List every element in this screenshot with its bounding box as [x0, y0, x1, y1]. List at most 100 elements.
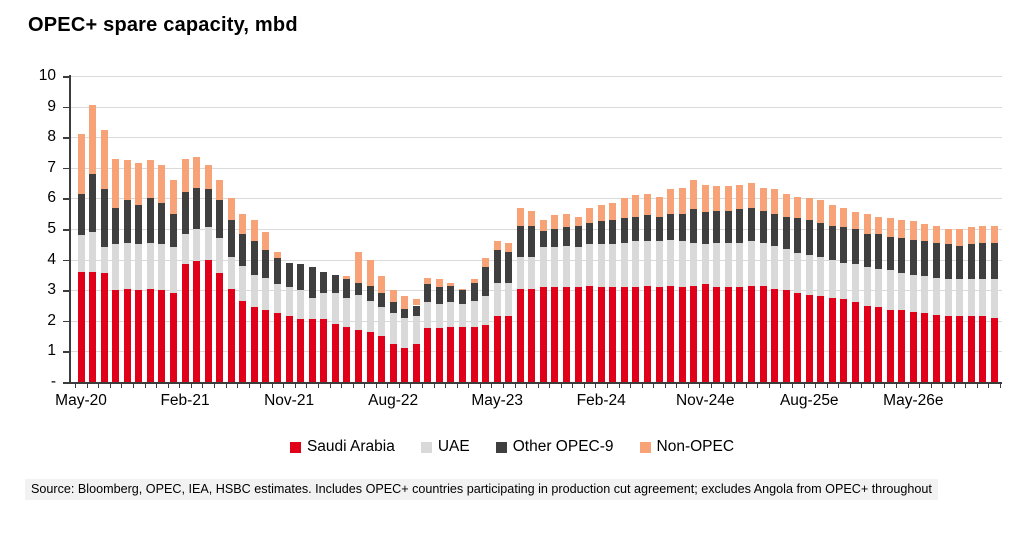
source-note: Source: Bloomberg, OPEC, IEA, HSBC estim…: [25, 479, 938, 500]
x-axis-tick: [375, 383, 377, 388]
legend-item-other-opec-9: Other OPEC-9: [495, 438, 614, 456]
x-axis-tick: [919, 383, 921, 388]
bar-segment-saudi-arabia: [944, 316, 952, 382]
bar-segment-uae: [308, 297, 316, 320]
bar-segment-non-opec: [609, 202, 617, 220]
x-axis-tick: [341, 383, 343, 388]
x-axis-tick: [780, 383, 782, 388]
bar-segment-non-opec: [690, 180, 698, 210]
bar-segment-non-opec: [89, 105, 97, 174]
bar-segment-other-opec-9: [620, 218, 628, 243]
y-axis-label: 2: [47, 311, 56, 329]
bar-segment-uae: [100, 247, 108, 274]
bar-segment-other-opec-9: [181, 192, 189, 234]
bar-segment-saudi-arabia: [366, 331, 374, 382]
x-axis-tick: [907, 383, 909, 388]
bar-segment-uae: [551, 247, 559, 288]
bar-segment-saudi-arabia: [493, 316, 501, 382]
bar-segment-other-opec-9: [216, 199, 224, 239]
bar-segment-non-opec: [886, 218, 894, 237]
legend-swatch-other-opec-9: [495, 441, 507, 453]
x-axis-tick: [433, 383, 435, 388]
bar-segment-saudi-arabia: [343, 326, 351, 382]
bar-segment-non-opec: [701, 184, 709, 213]
bar-segment-uae: [169, 247, 177, 294]
x-axis-label: May-26e: [883, 392, 944, 409]
bar-segment-non-opec: [990, 225, 998, 243]
bar-segment-uae: [909, 274, 917, 312]
bar-segment-other-opec-9: [112, 207, 120, 245]
bar-segment-non-opec: [574, 216, 582, 226]
bar-segment-saudi-arabia: [643, 285, 651, 382]
x-axis-tick: [641, 383, 643, 388]
bar-segment-saudi-arabia: [89, 271, 97, 382]
y-axis-tick: [63, 198, 70, 200]
bar-segment-uae: [250, 274, 258, 308]
x-axis-tick: [213, 383, 215, 388]
x-axis-label: Aug-25e: [779, 392, 839, 409]
legend: Saudi Arabia UAE Other OPEC-9 Non-OPEC: [0, 438, 1024, 456]
bar-segment-other-opec-9: [597, 221, 605, 245]
bar-segment-saudi-arabia: [412, 343, 420, 382]
bar-segment-saudi-arabia: [759, 285, 767, 382]
bar-segment-non-opec: [759, 187, 767, 211]
bar-segment-other-opec-9: [412, 305, 420, 317]
bar-segment-uae: [620, 242, 628, 288]
bar-segment-saudi-arabia: [112, 290, 120, 382]
bar-segment-uae: [805, 255, 813, 295]
x-axis-tick: [260, 383, 262, 388]
x-axis-tick: [410, 383, 412, 388]
bar-segment-non-opec: [158, 164, 166, 203]
bar-segment-other-opec-9: [932, 242, 940, 278]
x-axis-label: Aug-22: [368, 392, 419, 409]
x-axis-tick: [398, 383, 400, 388]
bar-segment-non-opec: [944, 229, 952, 245]
bar-segment-other-opec-9: [655, 216, 663, 242]
bar-segment-other-opec-9: [146, 198, 154, 243]
bar-segment-saudi-arabia: [551, 287, 559, 382]
bar-segment-saudi-arabia: [378, 336, 386, 382]
y-axis-tick: [63, 351, 70, 353]
x-axis-tick: [456, 383, 458, 388]
bar-segment-uae: [643, 241, 651, 286]
y-axis-label: -: [50, 373, 56, 390]
bar-segment-non-opec: [747, 183, 755, 208]
y-axis-label: 4: [47, 250, 56, 268]
bar-segment-non-opec: [620, 198, 628, 219]
bar-segment-saudi-arabia: [227, 288, 235, 382]
bar-segment-saudi-arabia: [458, 326, 466, 382]
bar-segment-saudi-arabia: [308, 319, 316, 382]
x-axis-tick: [757, 383, 759, 388]
x-axis-tick: [976, 383, 978, 388]
x-axis-tick: [745, 383, 747, 388]
bar-segment-non-opec: [146, 160, 154, 199]
bar-segment-uae: [482, 296, 490, 326]
bar-segment-non-opec: [551, 215, 559, 229]
x-axis-tick: [953, 383, 955, 388]
legend-swatch-non-opec: [639, 441, 651, 453]
bar-segment-non-opec: [412, 299, 420, 306]
bar-segment-uae: [747, 241, 755, 286]
x-axis-tick: [225, 383, 227, 388]
bar-segment-uae: [158, 244, 166, 291]
bar-segment-non-opec: [181, 158, 189, 193]
bar-segment-other-opec-9: [250, 241, 258, 275]
bar-segment-other-opec-9: [886, 236, 894, 271]
bar-segment-saudi-arabia: [597, 287, 605, 382]
bar-segment-non-opec: [597, 204, 605, 222]
x-axis-tick: [237, 383, 239, 388]
bar-segment-non-opec: [401, 296, 409, 309]
bar-segment-saudi-arabia: [193, 261, 201, 382]
bar-segment-other-opec-9: [586, 222, 594, 245]
x-axis-tick: [791, 383, 793, 388]
bar-segment-non-opec: [123, 160, 131, 200]
bar-segment-other-opec-9: [308, 267, 316, 298]
bar-segment-uae: [979, 279, 987, 317]
bar-segment-saudi-arabia: [932, 314, 940, 382]
bar-segment-saudi-arabia: [169, 293, 177, 382]
bar-segment-uae: [782, 248, 790, 291]
bar-segment-non-opec: [516, 207, 524, 226]
bar-segment-uae: [852, 264, 860, 303]
bar-segment-saudi-arabia: [239, 300, 247, 382]
bar-segment-other-opec-9: [493, 250, 501, 283]
